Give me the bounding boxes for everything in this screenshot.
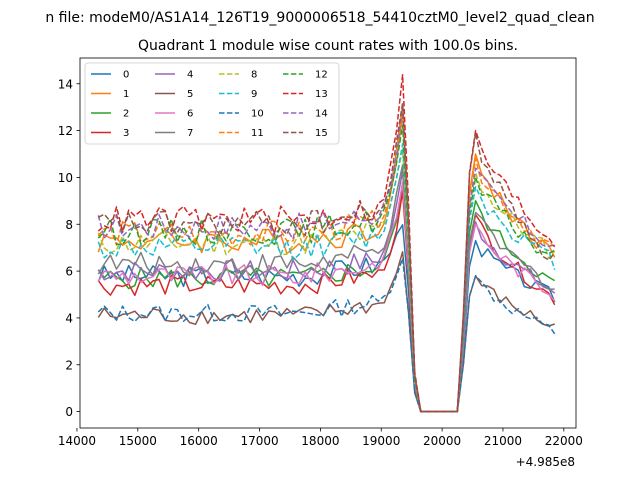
legend-label-11: 11	[251, 128, 264, 139]
legend-label-3: 3	[123, 128, 129, 139]
legend-label-15: 15	[315, 128, 328, 139]
x-offset-label: +4.985e8	[516, 455, 575, 469]
series-line-14	[97, 105, 555, 413]
series-line-13	[97, 74, 556, 413]
x-tick-label: 18000	[301, 434, 339, 448]
x-tick-label: 19000	[362, 434, 400, 448]
x-tick-label: 21000	[484, 434, 522, 448]
x-tick-label: 15000	[119, 434, 157, 448]
x-tick-label: 14000	[58, 434, 96, 448]
series-line-10	[97, 257, 556, 413]
series-line-4	[97, 170, 556, 413]
series-lines	[97, 74, 556, 413]
series-line-8	[97, 149, 556, 413]
legend-label-12: 12	[315, 70, 328, 81]
y-tick-label: 4	[65, 311, 73, 325]
y-tick-label: 8	[65, 218, 73, 232]
series-line-5	[97, 251, 555, 413]
series-line-2	[97, 182, 556, 413]
legend-label-8: 8	[251, 70, 257, 81]
series-line-7	[97, 164, 555, 413]
legend-label-10: 10	[251, 109, 264, 120]
x-tick-label: 17000	[240, 434, 278, 448]
y-tick-label: 2	[65, 358, 73, 372]
y-tick-label: 6	[65, 265, 73, 279]
legend-label-4: 4	[187, 70, 193, 81]
legend-label-1: 1	[123, 89, 129, 100]
x-axis: 14000 15000 16000 17000 18000 19000 20000 21000…	[58, 428, 583, 448]
legend-label-9: 9	[251, 89, 257, 100]
series-line-9	[97, 143, 556, 413]
legend-label-7: 7	[187, 128, 193, 139]
legend-label-2: 2	[123, 109, 129, 120]
x-tick-label: 20000	[423, 434, 461, 448]
x-tick-label: 22000	[545, 434, 583, 448]
legend-label-5: 5	[187, 89, 193, 100]
figure-suptitle: n file: modeM0/AS1A14_126T19_9000006518_…	[45, 10, 594, 26]
legend-label-14: 14	[315, 109, 328, 120]
y-tick-label: 10	[58, 171, 73, 185]
legend-box	[84, 62, 340, 145]
chart-title: Quadrant 1 module wise count rates with …	[138, 38, 518, 54]
y-tick-label: 14	[58, 77, 73, 91]
legend-label-6: 6	[187, 109, 193, 120]
series-line-6	[97, 181, 556, 413]
series-line-15	[97, 102, 556, 413]
y-tick-label: 0	[65, 405, 73, 419]
legend-label-0: 0	[123, 70, 129, 81]
legend-label-13: 13	[315, 89, 328, 100]
y-axis: 0 2 4 6 8 10 12 14	[58, 77, 80, 419]
axes-frame	[79, 57, 577, 429]
y-tick-label: 12	[58, 124, 73, 138]
x-tick-label: 16000	[180, 434, 218, 448]
